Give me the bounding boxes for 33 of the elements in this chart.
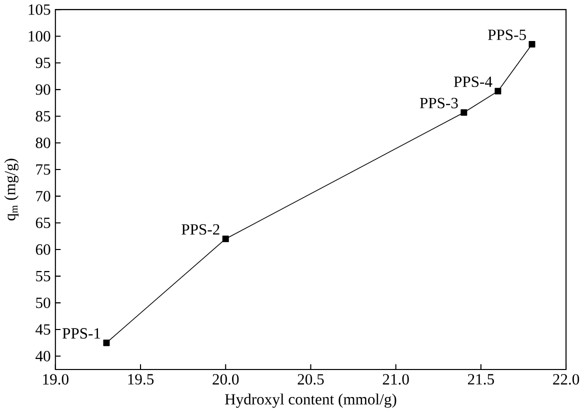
x-tick-label: 21.5 — [468, 374, 494, 385]
y-tick-label: 65 — [36, 218, 50, 228]
point — [528, 40, 536, 48]
annotation: PPS-4 — [454, 76, 492, 87]
y-tick-label: 70 — [36, 190, 50, 202]
point — [460, 109, 468, 116]
annotation: PPS-5 — [488, 30, 526, 40]
y-tick-label: 80 — [36, 138, 50, 148]
y-tick-label: 45 — [36, 324, 50, 335]
y-tick-label: 90 — [36, 84, 50, 95]
y-tick-label: 105 — [28, 4, 50, 15]
y-tick-label: 55 — [36, 270, 50, 282]
point — [494, 88, 502, 94]
point — [222, 236, 229, 242]
y-axis-title: q$_{m}$ (mg/g) — [4, 158, 19, 220]
x-tick-label: 19.0 — [43, 374, 68, 385]
y-tick-label: 50 — [36, 298, 50, 308]
x-tick-label: 20.5 — [298, 374, 324, 385]
y-tick-label: 40 — [36, 350, 50, 362]
point — [103, 340, 110, 346]
y-tick-label: 60 — [36, 244, 50, 255]
x-tick-label: 19.5 — [128, 374, 154, 385]
annotation: PPS-1 — [62, 328, 100, 339]
x-tick-label: 22.0 — [553, 374, 580, 385]
y-tick-label: 100 — [28, 30, 50, 42]
y-tick-label: 85 — [36, 110, 50, 122]
annotation: PPS-2 — [182, 224, 220, 235]
x-tick-label: 21.0 — [382, 374, 409, 385]
y-tick-label: 75 — [36, 164, 50, 175]
y-tick-label: 95 — [36, 58, 50, 68]
x-tick-label: 20.0 — [212, 374, 239, 385]
annotation: PPS-3 — [420, 98, 458, 108]
x-axis-title: Hydroxyl content (mmol/g) — [225, 394, 396, 408]
